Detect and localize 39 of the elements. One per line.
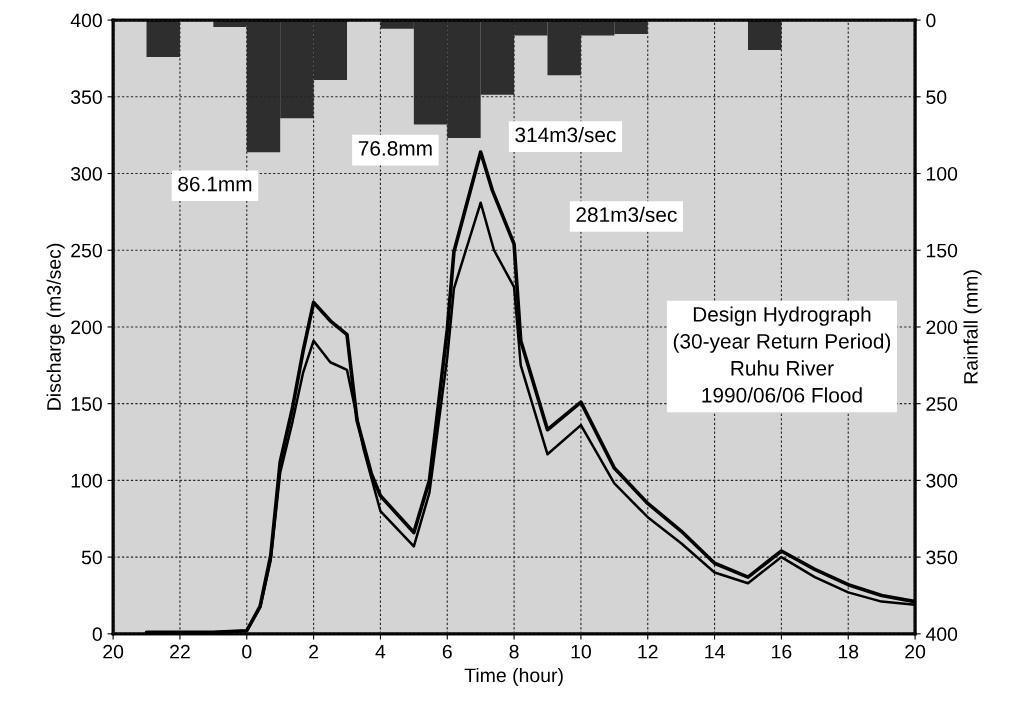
annotation: 86.1mm bbox=[178, 176, 252, 192]
y2-tick-label: 100 bbox=[926, 166, 958, 181]
y2-tick-label: 350 bbox=[926, 550, 958, 565]
y-tick-label: 350 bbox=[70, 90, 102, 105]
annotation: 314m3/sec bbox=[515, 126, 616, 143]
x-tick-label: 10 bbox=[571, 644, 591, 659]
annotation: 76.8mm bbox=[358, 141, 432, 156]
y2-tick-label: 50 bbox=[926, 90, 947, 105]
y-tick-label: 200 bbox=[71, 320, 102, 335]
x-tick-label: 20 bbox=[905, 644, 926, 659]
x-tick-label: 18 bbox=[838, 644, 859, 659]
y2-tick-label: 400 bbox=[925, 627, 958, 642]
x-tick-label: 14 bbox=[705, 644, 725, 659]
y-tick-label: 100 bbox=[71, 473, 102, 488]
y-tick-label: 300 bbox=[70, 166, 102, 181]
y-tick-label: 400 bbox=[70, 13, 102, 28]
y-tick-label: 50 bbox=[81, 550, 102, 565]
x-tick-label: 16 bbox=[772, 644, 792, 659]
y2-tick-label: 150 bbox=[926, 243, 958, 258]
y2-tick-label: 300 bbox=[926, 473, 958, 488]
annotation: Design Hydrograph (30-year Return Period) Ruhu River 1990/06/06 Flood bbox=[673, 306, 891, 403]
x-tick-label: 20 bbox=[103, 644, 124, 659]
y-axis-title: Discharge (m3/sec) bbox=[46, 243, 65, 410]
annotation: 281m3/sec bbox=[576, 206, 677, 223]
x-tick-label: 8 bbox=[509, 644, 519, 659]
x-tick-label: 6 bbox=[442, 644, 452, 659]
y2-tick-label: 0 bbox=[926, 13, 936, 28]
y-tick-label: 0 bbox=[92, 627, 102, 642]
y2-tick-label: 200 bbox=[926, 320, 958, 335]
x-tick-label: 12 bbox=[638, 644, 658, 659]
x-tick-label: 22 bbox=[170, 644, 190, 659]
x-axis-title: Time (hour) bbox=[464, 667, 563, 687]
x-tick-label: 4 bbox=[375, 644, 386, 659]
y2-axis-title: Rainfall (mm) bbox=[963, 270, 982, 384]
y2-tick-label: 250 bbox=[926, 397, 958, 411]
y-tick-label: 250 bbox=[71, 243, 102, 258]
x-tick-label: 0 bbox=[242, 644, 252, 659]
y-tick-label: 150 bbox=[71, 397, 102, 411]
x-tick-label: 2 bbox=[309, 644, 319, 659]
